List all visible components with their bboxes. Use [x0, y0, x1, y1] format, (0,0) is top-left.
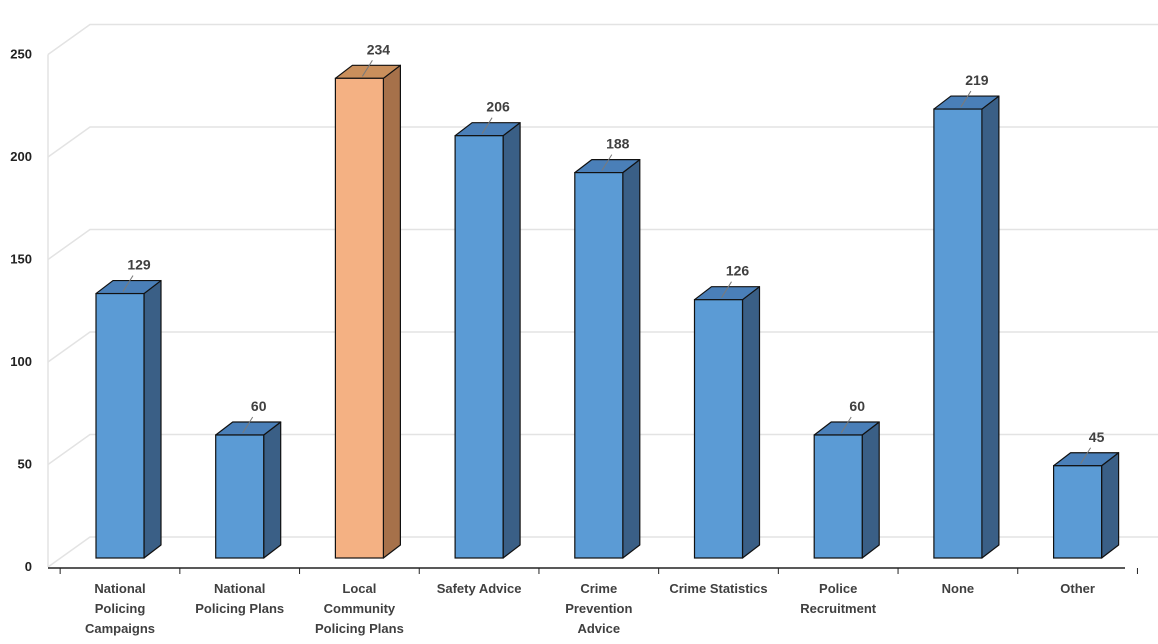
data-label-leader — [361, 60, 373, 77]
data-label-leader — [960, 90, 972, 108]
data-label-leader — [481, 117, 493, 134]
bar-front-face — [95, 292, 145, 559]
y-tick-label: 200 — [10, 149, 32, 164]
data-label: 234 — [367, 41, 391, 57]
data-label: 126 — [726, 263, 750, 279]
data-label-leader — [242, 416, 254, 434]
bar-side-face — [981, 95, 1000, 559]
data-label-leader — [1080, 447, 1092, 465]
bar — [215, 421, 282, 559]
data-label: 60 — [251, 398, 267, 414]
grid-layer — [47, 23, 1158, 568]
gridline — [47, 331, 1158, 363]
bar-front-face — [574, 172, 624, 559]
gridline — [47, 23, 1158, 56]
y-tick-label: 250 — [10, 47, 32, 62]
x-category-label: Police Recruitment — [800, 581, 877, 616]
y-tick-label: 0 — [25, 559, 32, 574]
bar-front-face — [1052, 465, 1103, 559]
bar — [574, 159, 641, 559]
y-tick-label: 50 — [18, 457, 32, 472]
data-label-leader — [840, 416, 852, 434]
bar-side-face — [502, 122, 521, 559]
bar-front-face — [693, 299, 744, 559]
x-category-label: National Policing Plans — [195, 581, 284, 616]
data-label: 219 — [965, 72, 989, 88]
x-category-label: National Policing Campaigns — [85, 581, 155, 636]
bar-front-face — [454, 135, 504, 559]
gridline — [47, 536, 1158, 568]
gridline — [47, 126, 1158, 158]
data-label: 206 — [486, 99, 510, 115]
gridline — [47, 228, 1158, 261]
bar — [334, 64, 401, 559]
bar — [95, 279, 162, 559]
data-label: 45 — [1089, 429, 1105, 445]
data-label: 188 — [606, 136, 630, 152]
bars-layer — [95, 64, 1120, 559]
bar — [933, 95, 1000, 559]
x-category-label: Other — [1060, 581, 1095, 596]
bar-side-face — [622, 159, 641, 559]
data-label: 129 — [127, 257, 151, 273]
x-category-label: None — [942, 581, 975, 596]
y-tick-label: 100 — [10, 354, 32, 369]
bar-side-face — [382, 64, 401, 559]
bar-side-face — [861, 421, 880, 559]
x-category-label: Safety Advice — [437, 581, 522, 596]
x-category-label: Crime Statistics — [669, 581, 767, 596]
bar — [693, 286, 761, 559]
bar-front-face — [334, 77, 384, 559]
x-category-label: Crime Prevention Advice — [565, 581, 632, 636]
data-label-leader — [601, 154, 613, 171]
data-label-leader — [122, 275, 134, 292]
gridline — [47, 433, 1158, 466]
data-label: 60 — [849, 398, 865, 414]
bar — [1052, 452, 1120, 559]
data-label-leader — [721, 281, 732, 298]
bar-side-face — [263, 421, 282, 559]
bar-front-face — [813, 434, 863, 559]
bar — [813, 421, 880, 559]
labels-layer: 129 National Policing Campaigns 60 National Po… — [85, 41, 1105, 636]
bar-side-face — [741, 286, 761, 559]
bar-side-face — [1100, 452, 1120, 559]
y-tick-label: 150 — [10, 252, 32, 267]
axis-layer: 0 50 100 150 200 250 — [10, 47, 1138, 574]
bar — [454, 122, 521, 559]
bar-side-face — [143, 279, 162, 559]
bar-front-face — [933, 108, 983, 559]
bar-front-face — [215, 434, 265, 559]
x-category-label: Local Community Policing Plans — [315, 581, 404, 636]
